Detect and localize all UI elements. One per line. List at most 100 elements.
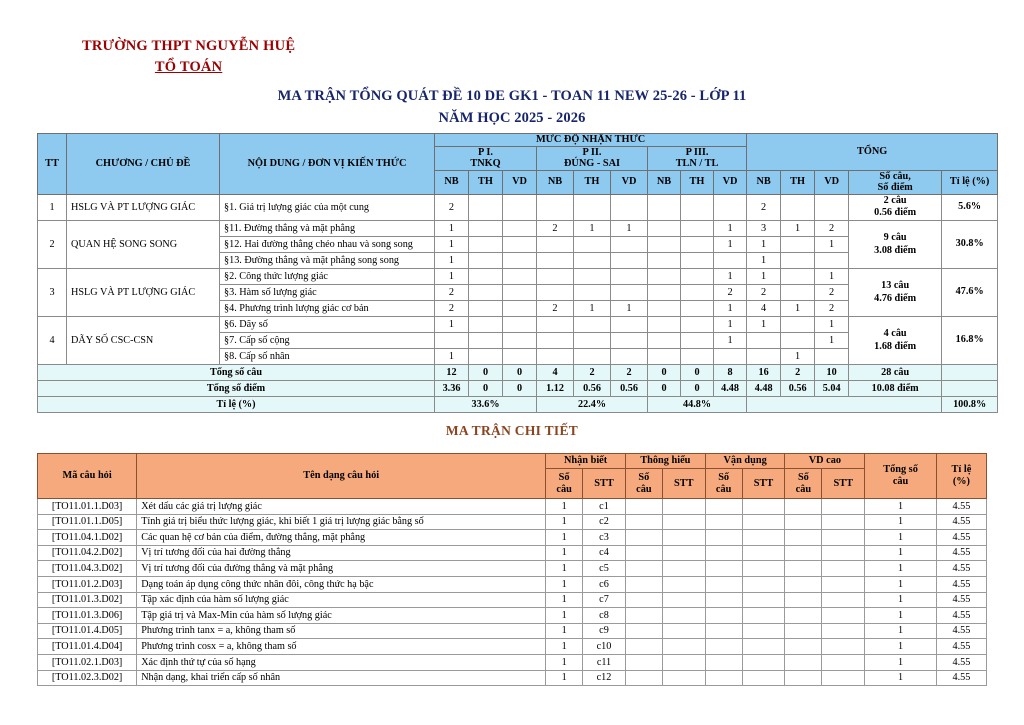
detail-row: [TO11.01.1.D05] Tính giá trị biểu thức lư… [36, 513, 988, 531]
matrix-cell-total-vd [814, 252, 850, 270]
matrix-th-tt: TT [37, 133, 67, 195]
matrix-cell-p3-vd [712, 193, 748, 222]
matrix-cell-p1-nb: 1 [434, 348, 469, 366]
detail-cell-name: Xác định thứ tự của số hạng [136, 653, 547, 671]
summary-ratio-tong [746, 396, 943, 414]
detail-cell-nb-socau: 1 [545, 575, 584, 593]
matrix-cell-p1-vd [502, 220, 537, 238]
detail-cell-th-stt [661, 513, 706, 531]
matrix-cell-p2-nb [536, 316, 574, 334]
matrix-cell-p2-nb [536, 252, 574, 270]
matrix-th-content: NỘI DUNG / ĐƠN VỊ KIẾN THỨC [219, 133, 435, 195]
matrix-cell-p1-th [468, 268, 503, 286]
matrix-cell-p1-vd [502, 316, 537, 334]
detail-ratio-line2: (%) [952, 476, 970, 487]
school-header: TRƯỜNG THPT NGUYỄN HUỆ TỔ TOÁN [82, 36, 295, 78]
detail-cell-name: Tập giá trị và Max-Min của hàm số lượng … [136, 607, 547, 624]
detail-cell-total: 1 [864, 575, 937, 593]
matrix-cell-p3-th [680, 252, 714, 270]
detail-cell-total: 1 [864, 622, 937, 640]
detail-cell-nb-socau: 1 [545, 529, 584, 546]
detail-row: [TO11.01.4.D04] Phương trình cosx = a, kh… [36, 638, 988, 655]
detail-cell-th-socau [624, 498, 663, 515]
matrix-cell-p3-nb [647, 252, 681, 270]
detail-cell-code: [TO11.04.2.D02] [36, 544, 138, 562]
matrix-cell-p3-nb [647, 316, 681, 334]
detail-cell-name: Vị trí tương đối của hai đường thẳng [136, 544, 547, 562]
detail-th-ratio: Tỉ lệ (%) [935, 453, 988, 499]
matrix-cell-p1-th [468, 348, 503, 366]
summary-score-value: 0.56 [573, 380, 611, 398]
matrix-row: 3 HSLG VÀ PT LƯỢNG GIÁC §2. Công thức lượn… [37, 268, 999, 318]
matrix-cell-p3-nb [647, 348, 681, 366]
matrix-cell-total-vd: 2 [814, 300, 850, 318]
detail-cell-th-stt [661, 653, 706, 671]
summary-score-ratio [941, 380, 999, 398]
summary-score-value: 0 [468, 380, 503, 398]
detail-cell-total: 1 [864, 560, 937, 577]
detail-cell-th-socau [624, 544, 663, 562]
matrix-cell-p1-nb: 1 [434, 316, 469, 334]
matrix-header-row-2: P I. TNKQ P II. ĐÚNG - SAI P III. TLN / … [38, 145, 998, 171]
detail-cell-code: [TO11.01.4.D04] [36, 638, 138, 655]
detail-cell-ratio: 4.55 [935, 591, 988, 609]
detail-cell-vdc-stt [821, 498, 866, 515]
detail-cell-vd-socau [704, 622, 743, 640]
detail-cell-vd-socau [704, 638, 743, 655]
matrix-th-tot-vd: VD [814, 169, 850, 195]
detail-th-name: Tên dạng câu hỏi [136, 453, 547, 499]
matrix-cell-content: §3. Hàm số lượng giác [219, 284, 435, 302]
detail-cell-vd-stt [741, 529, 786, 546]
matrix-cell-chapter: HSLG VÀ PT LƯỢNG GIÁC [66, 193, 220, 222]
detail-cell-name: Tính giá trị biểu thức lượng giác, khi b… [136, 513, 547, 531]
matrix-th-p2-th: TH [573, 169, 611, 195]
detail-cell-nb-socau: 1 [545, 498, 584, 515]
matrix-cell-p2-nb [536, 193, 574, 222]
matrix-cell-total-vd: 1 [814, 316, 850, 334]
matrix-row: §13. Đường thẳng và mặt phẳng song song 1… [38, 252, 998, 270]
socau-line1: Số [558, 471, 570, 483]
summary-count-value: 2 [573, 364, 611, 382]
summary-score-value: 0.56 [610, 380, 648, 398]
matrix-cell-total-nb: 1 [746, 316, 782, 334]
detail-cell-vd-stt [741, 544, 786, 562]
matrix-cell-total-th [780, 268, 816, 286]
matrix-cell-p1-vd [502, 252, 537, 270]
matrix-cell-total-nb [746, 332, 782, 350]
matrix-th-p3-vd: VD [712, 169, 748, 195]
detail-cell-vd-socau [704, 591, 743, 609]
detail-cell-nb-socau: 1 [545, 653, 584, 671]
detail-cell-code: [TO11.01.1.D03] [36, 498, 138, 515]
detail-cell-nb-stt: c12 [582, 669, 626, 687]
matrix-cell-p2-vd [610, 193, 648, 222]
matrix-cell-p2-vd [610, 332, 648, 350]
document-title-line1: MA TRẬN TỔNG QUÁT ĐỀ 10 DE GK1 - TOAN 11… [277, 88, 747, 104]
matrix-cell-p2-vd [610, 252, 648, 270]
matrix-cell-total-nb: 2 [746, 284, 782, 302]
detail-th-th-group: Thông hiểu [624, 452, 706, 470]
detail-row: [TO11.01.3.D06] Tập giá trị và Max-Min củ… [36, 607, 988, 624]
detail-th-vd-stt: STT [741, 468, 786, 499]
detail-header-row-1: Mã câu hỏi Tên dạng câu hỏi Nhận biết Th… [36, 452, 988, 499]
matrix-cell-p2-nb [536, 268, 574, 286]
group-count: 9 câu [883, 231, 907, 243]
detail-cell-nb-stt: c10 [582, 638, 626, 655]
section-title: MA TRẬN CHI TIẾT [445, 423, 579, 438]
matrix-cell-p3-vd: 1 [712, 236, 748, 254]
detail-cell-th-stt [661, 544, 706, 562]
detail-cell-th-socau [624, 638, 663, 655]
detail-cell-ratio: 4.55 [935, 653, 988, 671]
matrix-cell-total-nb: 3 [746, 220, 782, 238]
matrix-cell-tt: 3 [37, 268, 67, 318]
matrix-cell-total-vd [814, 193, 850, 222]
detail-cell-vdc-socau [784, 638, 823, 655]
matrix-cell-p2-th [573, 252, 611, 270]
matrix-cell-p2-th [573, 268, 611, 286]
detail-cell-nb-stt: c6 [582, 575, 626, 593]
matrix-cell-group-ratio: 16.8% [941, 316, 999, 366]
detail-th-vdc-socau: Số câu [784, 468, 823, 499]
matrix-cell-p1-th [468, 193, 503, 222]
matrix-cell-p2-th [573, 284, 611, 302]
detail-th-vdc-stt: STT [821, 468, 866, 499]
